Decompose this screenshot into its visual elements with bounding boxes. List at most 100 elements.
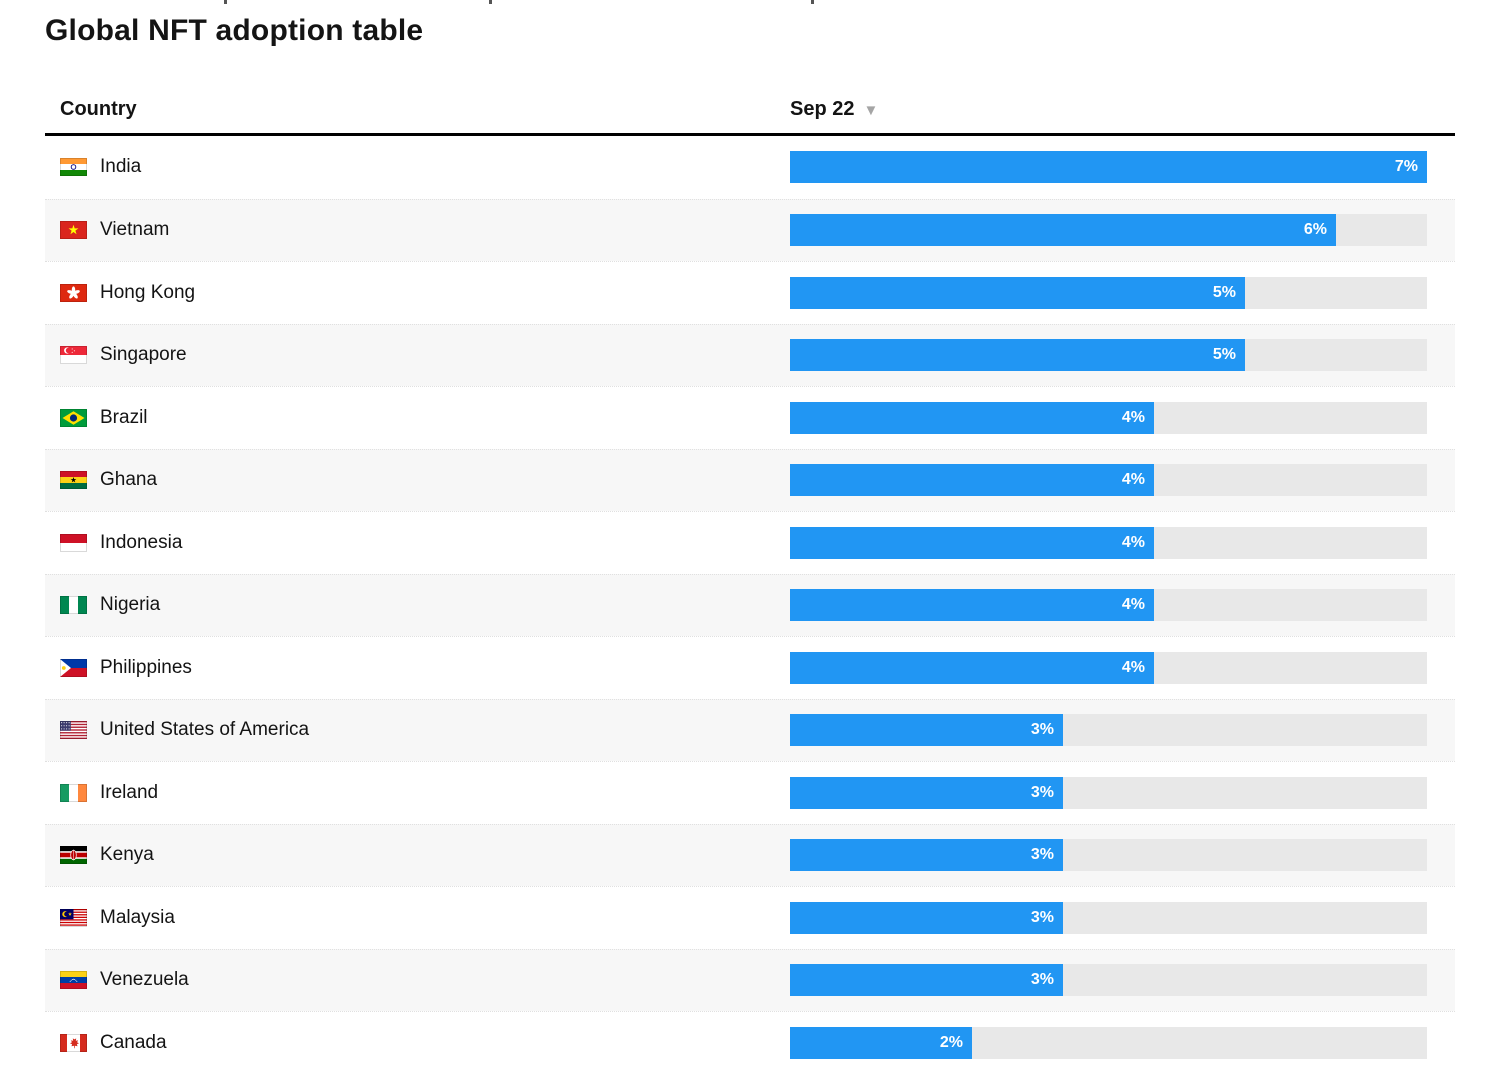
bar-fill[interactable]: 7% — [790, 151, 1427, 184]
value-column-header[interactable]: Sep 22 ▼ — [790, 98, 1455, 121]
bar-cell: 2% — [790, 1026, 1455, 1059]
bar-fill[interactable]: 4% — [790, 651, 1154, 684]
canada-flag-icon — [60, 1033, 87, 1052]
bar-fill[interactable]: 4% — [790, 401, 1154, 434]
ghana-flag-icon — [60, 471, 87, 490]
table-row: Philippines 4% — [45, 636, 1455, 699]
bar-cell: 6% — [790, 214, 1455, 247]
bar-fill[interactable]: 2% — [790, 1026, 972, 1059]
table-row: Ireland 3% — [45, 761, 1455, 824]
sort-descending-icon: ▼ — [863, 102, 879, 119]
table-row: Canada 2% — [45, 1011, 1455, 1074]
bar-value-label: 5% — [1212, 346, 1236, 364]
table-row: Brazil 4% — [45, 386, 1455, 449]
bar-value-label: 3% — [1030, 783, 1054, 801]
country-cell: Hong Kong — [45, 282, 790, 304]
table-row: United States of America 3% — [45, 698, 1455, 761]
nigeria-flag-icon — [60, 596, 87, 615]
bar-track: 5% — [790, 276, 1427, 309]
country-cell: Singapore — [45, 344, 790, 366]
table-row: Nigeria 4% — [45, 573, 1455, 636]
table-header-row: Country Sep 22 ▼ — [45, 86, 1455, 136]
country-cell: Nigeria — [45, 594, 790, 616]
bar-fill[interactable]: 4% — [790, 526, 1154, 559]
country-label: Kenya — [100, 844, 154, 866]
bar-fill[interactable]: 3% — [790, 776, 1063, 809]
bar-cell: 4% — [790, 401, 1455, 434]
bar-value-label: 4% — [1121, 533, 1145, 551]
table-row: Kenya 3% — [45, 823, 1455, 886]
usa-flag-icon — [60, 721, 87, 740]
bar-cell: 4% — [790, 589, 1455, 622]
country-cell: Canada — [45, 1032, 790, 1054]
country-cell: Philippines — [45, 657, 790, 679]
bar-value-label: 5% — [1212, 283, 1236, 301]
bar-track: 3% — [790, 839, 1427, 872]
country-cell: India — [45, 156, 790, 178]
bar-cell: 5% — [790, 339, 1455, 372]
bar-value-label: 4% — [1121, 408, 1145, 426]
adoption-table: Country Sep 22 ▼ India 7% Vietnam — [45, 86, 1455, 1074]
kenya-flag-icon — [60, 846, 87, 865]
bar-fill[interactable]: 3% — [790, 714, 1063, 747]
bar-fill[interactable]: 3% — [790, 964, 1063, 997]
table-row: Ghana 4% — [45, 448, 1455, 511]
bar-value-label: 7% — [1394, 158, 1418, 176]
country-cell: Vietnam — [45, 219, 790, 241]
bar-track: 3% — [790, 714, 1427, 747]
bar-fill[interactable]: 5% — [790, 339, 1245, 372]
bar-cell: 4% — [790, 464, 1455, 497]
bar-track: 3% — [790, 901, 1427, 934]
bar-track: 3% — [790, 776, 1427, 809]
malaysia-flag-icon — [60, 908, 87, 927]
country-cell: Indonesia — [45, 532, 790, 554]
bar-cell: 3% — [790, 839, 1455, 872]
bar-cell: 3% — [790, 964, 1455, 997]
country-label: Hong Kong — [100, 281, 196, 303]
country-column-header[interactable]: Country — [60, 98, 137, 120]
country-label: Venezuela — [100, 969, 189, 991]
bar-track: 4% — [790, 651, 1427, 684]
bar-value-label: 2% — [939, 1033, 963, 1051]
bar-fill[interactable]: 4% — [790, 464, 1154, 497]
bar-cell: 7% — [790, 151, 1455, 184]
bar-track: 4% — [790, 526, 1427, 559]
bar-fill[interactable]: 3% — [790, 901, 1063, 934]
philippines-flag-icon — [60, 658, 87, 677]
singapore-flag-icon — [60, 346, 87, 365]
bar-fill[interactable]: 3% — [790, 839, 1063, 872]
table-row: India 7% — [45, 136, 1455, 199]
country-label: Nigeria — [100, 594, 161, 616]
country-label: Brazil — [100, 406, 148, 428]
country-label: Ghana — [100, 469, 158, 491]
bar-track: 2% — [790, 1026, 1427, 1059]
country-label: Canada — [100, 1031, 167, 1053]
ireland-flag-icon — [60, 783, 87, 802]
country-cell: Malaysia — [45, 907, 790, 929]
bar-track: 3% — [790, 964, 1427, 997]
table-row: Malaysia 3% — [45, 886, 1455, 949]
bar-value-label: 3% — [1030, 971, 1054, 989]
country-label: United States of America — [100, 719, 310, 741]
bar-value-label: 6% — [1303, 221, 1327, 239]
table-row: Vietnam 6% — [45, 198, 1455, 261]
bar-fill[interactable]: 6% — [790, 214, 1336, 247]
bar-value-label: 4% — [1121, 596, 1145, 614]
bar-fill[interactable]: 4% — [790, 589, 1154, 622]
table-row: Singapore 5% — [45, 323, 1455, 386]
bar-value-label: 4% — [1121, 658, 1145, 676]
bar-track: 6% — [790, 214, 1427, 247]
country-label: Vietnam — [100, 219, 170, 241]
bar-track: 4% — [790, 464, 1427, 497]
country-cell: Kenya — [45, 844, 790, 866]
india-flag-icon — [60, 158, 87, 177]
bar-value-label: 3% — [1030, 908, 1054, 926]
bar-fill[interactable]: 5% — [790, 276, 1245, 309]
country-cell: Venezuela — [45, 969, 790, 991]
bar-track: 5% — [790, 339, 1427, 372]
bar-cell: 4% — [790, 651, 1455, 684]
bar-track: 4% — [790, 401, 1427, 434]
country-label: Singapore — [100, 344, 187, 366]
cropped-text-artifact — [489, 0, 492, 4]
